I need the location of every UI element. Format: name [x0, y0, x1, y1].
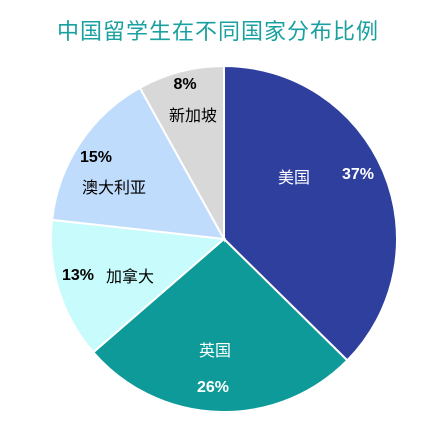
slice-category-label-0: 美国 [278, 168, 310, 187]
pie-slice-0 [223, 64, 398, 362]
chart-title: 中国留学生在不同国家分布比例 [56, 20, 379, 45]
slice-category-label-4: 新加坡 [169, 106, 217, 125]
slice-value-label-1: 26% [197, 379, 229, 396]
pie-slice-2 [50, 218, 227, 354]
pie-slice-1 [91, 237, 349, 414]
slice-category-label-2: 加拿大 [106, 267, 154, 286]
slice-category-label-3: 澳大利亚 [82, 178, 146, 197]
slice-value-label-0: 37% [342, 166, 374, 183]
slice-category-label-1: 英国 [199, 341, 231, 360]
pie-slices [50, 64, 398, 414]
pie-slice-3 [50, 86, 226, 241]
slice-value-label-4: 8% [173, 76, 196, 93]
slice-value-label-3: 15% [80, 149, 112, 166]
pie-labels: 37% 美国 26% 英国 13% 加拿大 15% 澳大利亚 8% 新加坡 [62, 76, 374, 396]
slice-value-label-2: 13% [62, 267, 94, 284]
pie-slice-4 [138, 64, 225, 243]
